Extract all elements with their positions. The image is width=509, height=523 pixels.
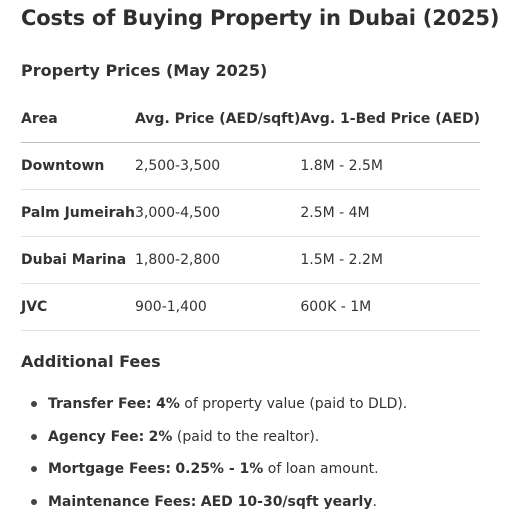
column-header-area: Area — [21, 96, 135, 143]
cell-area: Dubai Marina — [21, 236, 135, 284]
cell-one-bed: 600K - 1M — [300, 283, 481, 331]
bullet-icon — [31, 401, 37, 407]
fee-description: of loan amount. — [263, 461, 379, 477]
table-row: JVC 900-1,400 600K - 1M — [21, 283, 481, 331]
bullet-icon — [31, 466, 37, 472]
cell-area: Downtown — [21, 142, 135, 190]
fee-value: AED 10-30/sqft yearly — [200, 493, 373, 510]
cell-one-bed: 1.5M - 2.2M — [300, 236, 481, 284]
fee-label: Agency Fee: — [48, 428, 145, 445]
fee-description: . — [372, 493, 377, 510]
list-item: Agency Fee: 2% (paid to the realtor). — [21, 423, 407, 456]
fee-label: Mortgage Fees: — [48, 461, 171, 477]
table-row: Dubai Marina 1,800-2,800 1.5M - 2.2M — [21, 236, 481, 284]
list-item: Transfer Fee: 4% of property value (paid… — [21, 390, 407, 423]
fee-description: of property value (paid to DLD). — [179, 396, 408, 412]
fee-label: Maintenance Fees: — [48, 493, 197, 510]
fee-value: 4% — [156, 396, 180, 412]
table-row: Downtown 2,500-3,500 1.8M - 2.5M — [21, 142, 481, 190]
cell-one-bed: 1.8M - 2.5M — [300, 142, 481, 190]
fees-list: Transfer Fee: 4% of property value (paid… — [21, 390, 407, 520]
bullet-icon — [31, 498, 37, 505]
list-item: Maintenance Fees: AED 10-30/sqft yearly. — [21, 488, 407, 521]
cell-one-bed: 2.5M - 4M — [300, 189, 481, 237]
fee-value: 2% — [148, 428, 173, 445]
cell-price-sqft: 2,500-3,500 — [134, 142, 301, 190]
cell-area: JVC — [21, 283, 135, 331]
page-title: Costs of Buying Property in Dubai (2025) — [21, 6, 500, 30]
column-header-price-sqft: Avg. Price (AED/sqft) — [134, 96, 301, 143]
cell-price-sqft: 1,800-2,800 — [134, 236, 301, 284]
cell-price-sqft: 3,000-4,500 — [134, 189, 301, 237]
bullet-icon — [31, 433, 37, 440]
table-row: Palm Jumeirah 3,000-4,500 2.5M - 4M — [21, 189, 481, 237]
fee-description: (paid to the realtor). — [172, 428, 320, 445]
cell-price-sqft: 900-1,400 — [134, 283, 301, 331]
prices-heading: Property Prices (May 2025) — [21, 61, 268, 80]
table-header-row: Area Avg. Price (AED/sqft) Avg. 1-Bed Pr… — [21, 96, 481, 143]
prices-table: Area Avg. Price (AED/sqft) Avg. 1-Bed Pr… — [21, 96, 481, 331]
cell-area: Palm Jumeirah — [21, 189, 135, 237]
fee-label: Transfer Fee: — [48, 396, 152, 412]
column-header-one-bed: Avg. 1-Bed Price (AED) — [300, 96, 481, 143]
list-item: Mortgage Fees: 0.25% - 1% of loan amount… — [21, 455, 407, 488]
fee-value: 0.25% - 1% — [175, 461, 264, 477]
fees-heading: Additional Fees — [21, 352, 161, 371]
